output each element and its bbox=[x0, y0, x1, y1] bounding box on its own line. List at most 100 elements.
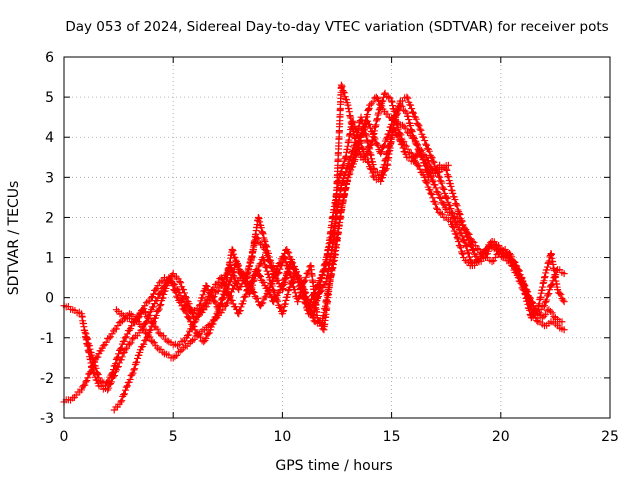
data-point-interp bbox=[409, 132, 417, 140]
data-point-interp bbox=[365, 159, 373, 167]
data-point-interp bbox=[127, 339, 135, 347]
data-point-interp bbox=[457, 218, 465, 226]
y-tick-label: 2 bbox=[45, 210, 54, 226]
data-point-interp bbox=[155, 305, 163, 313]
data-point bbox=[427, 189, 435, 197]
data-point-interp bbox=[452, 200, 460, 208]
data-point-interp bbox=[428, 191, 436, 199]
data-point-interp bbox=[171, 287, 179, 295]
data-point bbox=[110, 406, 118, 414]
data-point bbox=[294, 298, 302, 306]
data-point-interp bbox=[270, 288, 278, 296]
data-point-interp bbox=[311, 298, 319, 306]
data-point bbox=[442, 205, 450, 213]
data-point-interp bbox=[251, 275, 259, 283]
data-point-interp bbox=[526, 293, 534, 301]
data-point-interp bbox=[402, 124, 410, 132]
data-point-interp bbox=[288, 259, 296, 267]
data-point-interp bbox=[225, 292, 233, 300]
data-point-interp bbox=[297, 283, 305, 291]
data-point-interp bbox=[463, 243, 471, 251]
data-point-interp bbox=[371, 135, 379, 143]
data-point-interp bbox=[75, 308, 83, 316]
data-point-interp bbox=[154, 306, 162, 314]
data-point bbox=[112, 306, 120, 314]
data-point-interp bbox=[408, 128, 416, 136]
data-point bbox=[366, 101, 374, 109]
data-point-interp bbox=[203, 282, 211, 290]
data-point-interp bbox=[342, 96, 350, 104]
y-tick-label: 1 bbox=[45, 251, 54, 267]
data-point-interp bbox=[361, 155, 369, 163]
data-point-interp bbox=[259, 229, 267, 237]
data-point-interp bbox=[222, 288, 230, 296]
data-point-interp bbox=[107, 333, 115, 341]
data-point-interp bbox=[318, 287, 326, 295]
data-point bbox=[377, 149, 385, 157]
data-point-interp bbox=[282, 296, 290, 304]
data-point-interp bbox=[282, 274, 290, 282]
data-point-interp bbox=[184, 314, 192, 322]
data-point-interp bbox=[444, 172, 452, 180]
data-point-interp bbox=[230, 250, 238, 258]
data-point bbox=[462, 242, 470, 250]
data-point-interp bbox=[279, 280, 287, 288]
data-point-interp bbox=[253, 268, 261, 276]
data-point-interp bbox=[233, 305, 241, 313]
data-point-interp bbox=[377, 101, 385, 109]
data-point-interp bbox=[356, 136, 364, 144]
data-point-interp bbox=[426, 186, 434, 194]
data-point-interp bbox=[355, 143, 363, 151]
data-point bbox=[381, 89, 389, 97]
data-point-interp bbox=[374, 175, 382, 183]
data-point bbox=[453, 234, 461, 241]
data-point-interp bbox=[445, 173, 453, 181]
data-point-interp bbox=[133, 317, 141, 325]
data-point-interp bbox=[245, 262, 253, 270]
data-point-interp bbox=[260, 278, 268, 286]
data-point-interp bbox=[421, 159, 429, 167]
data-point-interp bbox=[185, 300, 193, 308]
data-point-interp bbox=[113, 354, 121, 362]
data-point-interp bbox=[285, 249, 293, 257]
data-point-interp bbox=[209, 320, 217, 328]
data-point-interp bbox=[493, 250, 501, 258]
data-point-interp bbox=[533, 317, 541, 325]
data-point-interp bbox=[237, 303, 245, 311]
data-point-interp bbox=[182, 309, 190, 317]
data-point-interp bbox=[198, 306, 206, 314]
data-point-interp bbox=[414, 121, 422, 129]
data-point-interp bbox=[229, 285, 237, 293]
data-point-interp bbox=[425, 147, 433, 155]
data-point-interp bbox=[466, 234, 474, 242]
data-point-interp bbox=[358, 130, 366, 138]
data-point-interp bbox=[251, 271, 259, 279]
data-point-interp bbox=[224, 298, 232, 306]
data-point-interp bbox=[281, 255, 289, 263]
data-point bbox=[130, 366, 138, 374]
data-point-interp bbox=[246, 287, 254, 295]
data-point-interp bbox=[369, 130, 377, 138]
data-point-interp bbox=[229, 268, 237, 276]
data-point-interp bbox=[183, 332, 191, 340]
data-point bbox=[475, 246, 483, 254]
data-point-interp bbox=[306, 308, 314, 316]
data-point-interp bbox=[540, 312, 548, 320]
data-point-interp bbox=[408, 105, 416, 113]
data-point-interp bbox=[492, 241, 500, 249]
data-point-interp bbox=[543, 263, 551, 271]
data-point-interp bbox=[259, 230, 267, 238]
data-point-interp bbox=[439, 185, 447, 193]
data-point-interp bbox=[543, 307, 551, 315]
y-tick-label: 4 bbox=[45, 130, 54, 146]
data-point bbox=[115, 350, 123, 358]
data-point-interp bbox=[197, 333, 204, 341]
data-point-interp bbox=[191, 326, 199, 334]
data-point-interp bbox=[276, 265, 284, 273]
data-point bbox=[134, 314, 142, 322]
data-point-interp bbox=[179, 338, 187, 346]
data-point-interp bbox=[177, 279, 185, 287]
data-point-interp bbox=[93, 369, 101, 377]
data-point-interp bbox=[373, 140, 381, 148]
data-point-interp bbox=[450, 214, 458, 222]
